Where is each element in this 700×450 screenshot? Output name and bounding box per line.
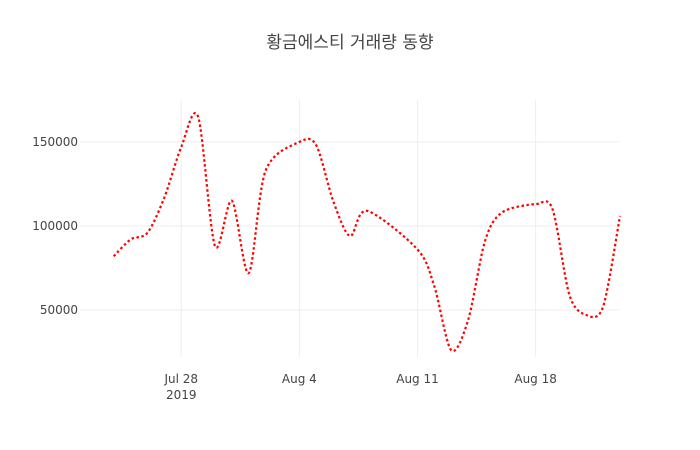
- data-point[interactable]: [364, 208, 370, 214]
- x-tick-label: Aug 18: [514, 372, 557, 386]
- x-axis: Jul 28 2019 Aug 4 Aug 11 Aug 18: [163, 372, 556, 402]
- data-point[interactable]: [482, 238, 488, 244]
- data-point[interactable]: [617, 213, 623, 219]
- data-point[interactable]: [111, 253, 117, 259]
- grid: [80, 100, 620, 357]
- x-tick-label: Jul 28: [163, 372, 198, 386]
- data-point[interactable]: [533, 201, 539, 207]
- data-point[interactable]: [296, 139, 302, 145]
- data-point[interactable]: [212, 243, 218, 249]
- data-point[interactable]: [431, 283, 437, 289]
- data-point[interactable]: [448, 347, 454, 353]
- data-point[interactable]: [313, 142, 319, 148]
- data-point[interactable]: [128, 236, 134, 242]
- y-tick-label: 100000: [32, 219, 78, 233]
- data-point[interactable]: [583, 312, 589, 318]
- data-point[interactable]: [415, 247, 421, 253]
- data-point[interactable]: [145, 230, 151, 236]
- data-point[interactable]: [347, 233, 353, 239]
- y-tick-label: 50000: [40, 303, 78, 317]
- data-point[interactable]: [465, 317, 471, 323]
- x-tick-label: Aug 4: [282, 372, 317, 386]
- chart-title: 황금에스티 거래량 동향: [266, 33, 433, 53]
- data-point[interactable]: [499, 210, 505, 216]
- data-point[interactable]: [566, 292, 572, 298]
- data-point[interactable]: [229, 198, 235, 204]
- series-layer: [111, 112, 623, 353]
- data-point[interactable]: [195, 114, 201, 120]
- data-point[interactable]: [246, 270, 252, 276]
- x-tick-sublabel: 2019: [166, 388, 197, 402]
- series-line: [112, 112, 622, 353]
- y-axis: 50000 100000 150000: [32, 135, 78, 317]
- y-tick-label: 150000: [32, 135, 78, 149]
- data-point[interactable]: [178, 144, 184, 150]
- x-tick-label: Aug 11: [396, 372, 439, 386]
- data-point[interactable]: [330, 198, 336, 204]
- data-point[interactable]: [550, 206, 556, 212]
- data-point[interactable]: [161, 194, 167, 200]
- data-point[interactable]: [263, 168, 269, 174]
- data-point[interactable]: [600, 304, 606, 310]
